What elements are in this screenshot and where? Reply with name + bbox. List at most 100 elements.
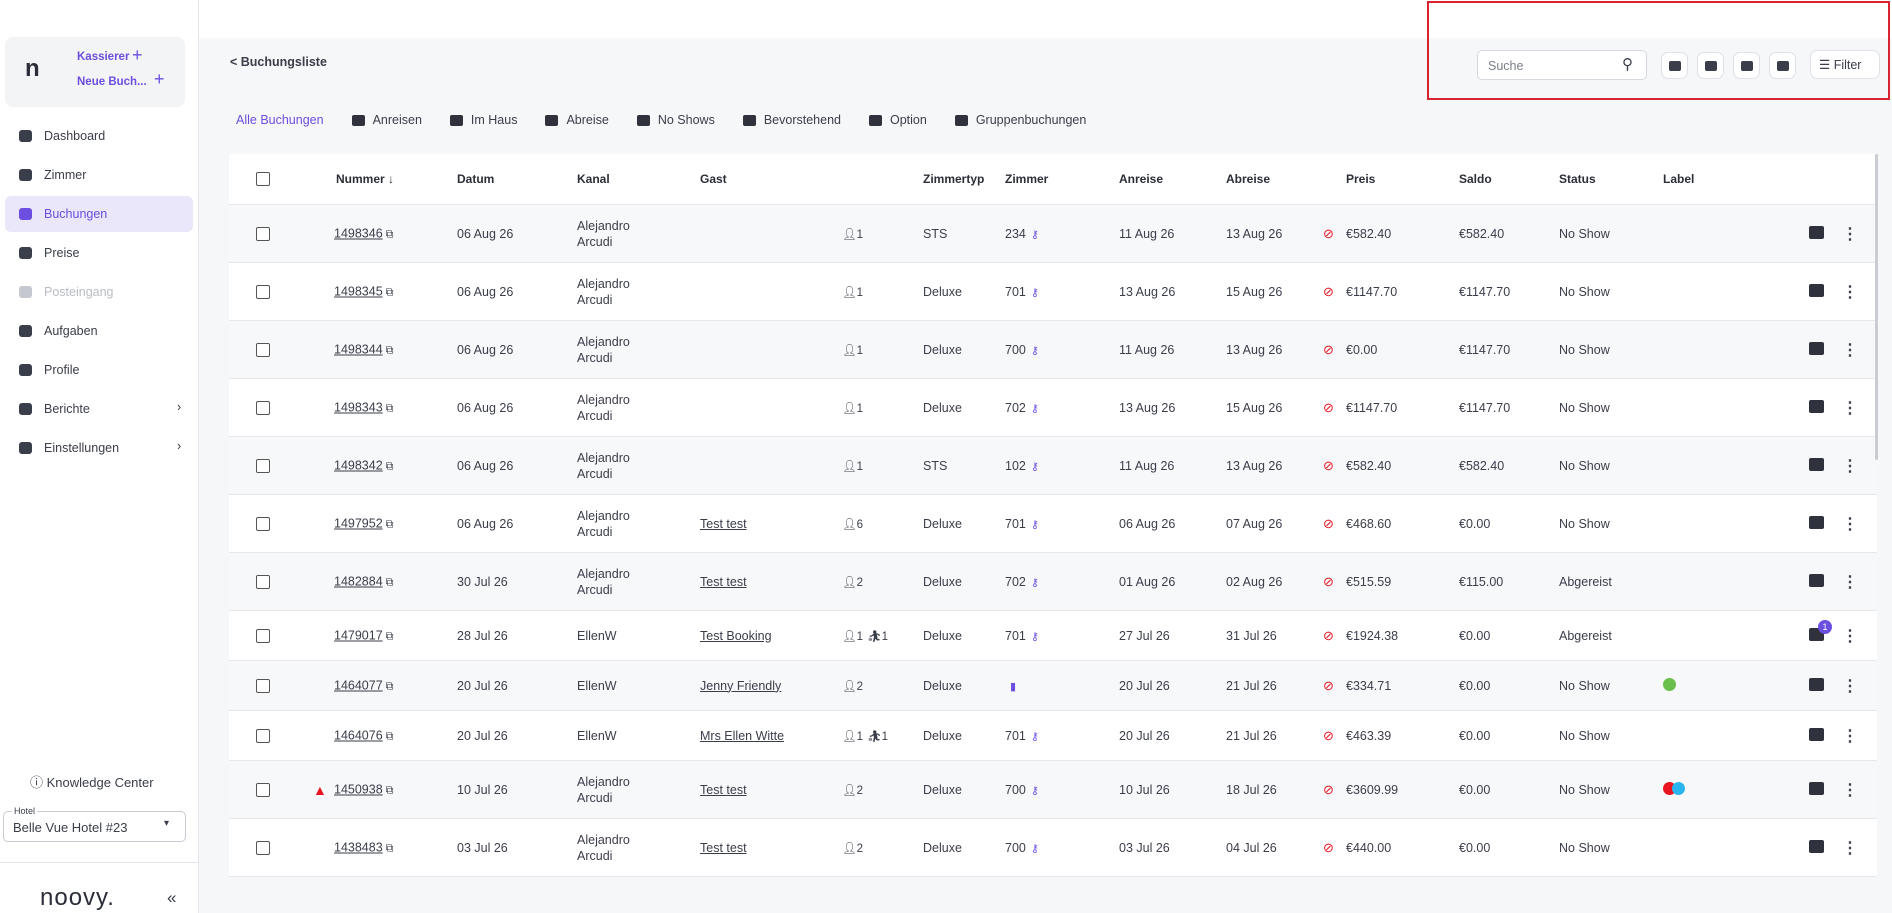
tab-label[interactable]: Gruppenbuchungen: [975, 113, 1087, 127]
number-link[interactable]: 1498342: [334, 458, 383, 472]
message-button[interactable]: [1809, 225, 1824, 242]
number-link[interactable]: 1497952: [334, 516, 383, 530]
row-menu[interactable]: ⋮: [1842, 627, 1858, 645]
number-link[interactable]: 1482884: [334, 574, 383, 588]
message-button[interactable]: [1809, 781, 1824, 798]
guest[interactable]: Test test: [700, 840, 747, 855]
row-menu[interactable]: ⋮: [1842, 225, 1858, 243]
checkbox[interactable]: [256, 574, 270, 589]
tab[interactable]: Im Haus: [449, 113, 518, 127]
number-link[interactable]: 1450938: [334, 782, 383, 796]
message-button[interactable]: [1809, 677, 1824, 694]
open-icon[interactable]: ⧉: [385, 518, 394, 530]
icon-button[interactable]: [1697, 52, 1724, 79]
checkbox[interactable]: [256, 342, 270, 357]
checkbox[interactable]: [256, 400, 270, 415]
guest[interactable]: Mrs Ellen Witte: [700, 728, 785, 743]
tab-label[interactable]: Anreisen: [372, 113, 422, 127]
back-link[interactable]: < Buchungsliste: [230, 55, 327, 69]
plus-icon[interactable]: +: [154, 69, 165, 89]
collapse[interactable]: «: [167, 888, 177, 907]
number-link[interactable]: 1438483: [334, 840, 383, 854]
open-icon[interactable]: ⧉: [385, 286, 394, 298]
row-menu[interactable]: ⋮: [1842, 515, 1858, 533]
icon-button[interactable]: [1733, 52, 1760, 79]
checkbox[interactable]: [256, 628, 270, 643]
open-icon[interactable]: ⧉: [385, 402, 394, 414]
tab-label[interactable]: Abreise: [566, 113, 609, 127]
row-menu[interactable]: ⋮: [1842, 781, 1858, 799]
open-icon[interactable]: ⧉: [385, 784, 394, 796]
open-icon[interactable]: ⧉: [385, 228, 394, 240]
message-button[interactable]: [1809, 515, 1824, 532]
open-icon[interactable]: ⧉: [385, 842, 394, 854]
message-icon[interactable]: [1809, 677, 1824, 691]
message-icon[interactable]: [1809, 341, 1824, 355]
checkbox[interactable]: [256, 516, 270, 531]
message-button[interactable]: [1809, 457, 1824, 474]
number-link[interactable]: 1498343: [334, 400, 383, 414]
row-menu[interactable]: ⋮: [1842, 457, 1858, 475]
booking-number[interactable]: 1482884 ⧉: [334, 574, 394, 589]
booking-number[interactable]: 1498343 ⧉: [334, 400, 394, 415]
search-icon[interactable]: ⚲: [1622, 56, 1633, 73]
booking-number[interactable]: 1464076 ⧉: [334, 728, 394, 743]
booking-number[interactable]: 1498344 ⧉: [334, 342, 394, 357]
booking-number[interactable]: 1497952 ⧉: [334, 516, 394, 531]
row-menu[interactable]: ⋮: [1842, 283, 1858, 301]
nav-item[interactable]: Preise: [5, 235, 193, 271]
checkbox[interactable]: [256, 728, 270, 743]
plus-icon[interactable]: +: [132, 45, 143, 65]
quick-action[interactable]: Neue Buch...: [77, 76, 147, 88]
knowledge-center[interactable]: ⓘ Knowledge Center: [30, 775, 154, 790]
number-link[interactable]: 1498346: [334, 226, 383, 240]
tab-label[interactable]: Alle Buchungen: [236, 113, 324, 127]
nav-item[interactable]: Dashboard: [5, 118, 193, 154]
message-icon[interactable]: [1809, 515, 1824, 529]
checkbox[interactable]: [256, 458, 270, 473]
nav-item[interactable]: Profile: [5, 352, 193, 388]
tab[interactable]: Abreise: [545, 113, 609, 127]
message-icon[interactable]: [1809, 839, 1824, 853]
row-menu[interactable]: ⋮: [1842, 399, 1858, 417]
quick-action[interactable]: Kassierer: [77, 51, 130, 63]
number-link[interactable]: 1498345: [334, 284, 383, 298]
tab-label[interactable]: No Shows: [657, 113, 715, 127]
nav-item[interactable]: Berichte ›: [5, 391, 193, 427]
message-icon[interactable]: [1809, 225, 1824, 239]
icon-button[interactable]: [1769, 52, 1796, 79]
tab[interactable]: Anreisen: [351, 113, 422, 127]
checkbox[interactable]: [256, 678, 270, 693]
message-button[interactable]: [1809, 399, 1824, 416]
tab[interactable]: Option: [868, 113, 927, 127]
guest[interactable]: Test test: [700, 782, 747, 797]
message-icon[interactable]: [1809, 399, 1824, 413]
message-button[interactable]: [1809, 727, 1824, 744]
message-button[interactable]: [1809, 839, 1824, 856]
knowledge-text[interactable]: Knowledge Center: [46, 775, 154, 790]
row-menu[interactable]: ⋮: [1842, 573, 1858, 591]
search-box[interactable]: Suche ⚲: [1477, 50, 1647, 80]
guest[interactable]: Test test: [700, 574, 747, 589]
number-link[interactable]: 1479017: [334, 628, 383, 642]
tab[interactable]: Alle Buchungen: [236, 113, 324, 127]
booking-number[interactable]: 1498345 ⧉: [334, 284, 394, 299]
filter-button[interactable]: ☰ Filter: [1810, 50, 1880, 79]
tab-label[interactable]: Im Haus: [470, 113, 518, 127]
tab[interactable]: Bevorstehend: [742, 113, 841, 127]
tab[interactable]: No Shows: [636, 113, 715, 127]
booking-number[interactable]: 1498342 ⧉: [334, 458, 394, 473]
booking-number[interactable]: 1438483 ⧉: [334, 840, 394, 855]
row-menu[interactable]: ⋮: [1842, 727, 1858, 745]
column-header[interactable]: Nummer ↓: [336, 172, 395, 186]
open-icon[interactable]: ⧉: [385, 576, 394, 588]
open-icon[interactable]: ⧉: [385, 680, 394, 692]
checkbox[interactable]: [256, 172, 270, 186]
nav-item[interactable]: Aufgaben: [5, 313, 193, 349]
message-icon[interactable]: [1809, 457, 1824, 471]
number-link[interactable]: 1464077: [334, 678, 383, 692]
hotel-select[interactable]: Hotel Belle Vue Hotel #23 ▾: [3, 806, 186, 842]
open-icon[interactable]: ⧉: [385, 460, 394, 472]
message-button[interactable]: [1809, 341, 1824, 358]
message-icon[interactable]: [1809, 781, 1824, 795]
